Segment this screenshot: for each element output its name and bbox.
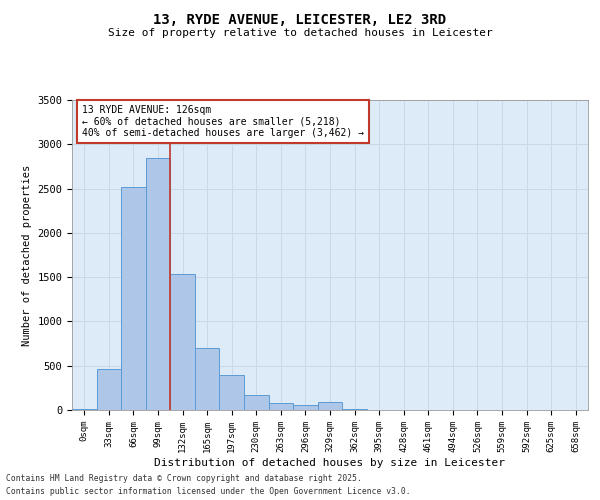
Bar: [293, 405, 318, 410]
Bar: [244, 396, 269, 410]
Bar: [269, 403, 293, 410]
Text: Size of property relative to detached houses in Leicester: Size of property relative to detached ho…: [107, 28, 493, 38]
Bar: [97, 370, 121, 410]
X-axis label: Distribution of detached houses by size in Leicester: Distribution of detached houses by size …: [155, 458, 505, 468]
Bar: [170, 274, 195, 410]
Text: 13, RYDE AVENUE, LEICESTER, LE2 3RD: 13, RYDE AVENUE, LEICESTER, LE2 3RD: [154, 12, 446, 26]
Bar: [121, 187, 146, 410]
Text: 13 RYDE AVENUE: 126sqm
← 60% of detached houses are smaller (5,218)
40% of semi-: 13 RYDE AVENUE: 126sqm ← 60% of detached…: [82, 104, 364, 138]
Text: Contains public sector information licensed under the Open Government Licence v3: Contains public sector information licen…: [6, 487, 410, 496]
Bar: [146, 158, 170, 410]
Bar: [318, 402, 342, 410]
Bar: [72, 408, 97, 410]
Bar: [342, 409, 367, 410]
Bar: [195, 348, 220, 410]
Text: Contains HM Land Registry data © Crown copyright and database right 2025.: Contains HM Land Registry data © Crown c…: [6, 474, 362, 483]
Bar: [220, 376, 244, 410]
Y-axis label: Number of detached properties: Number of detached properties: [22, 164, 32, 346]
